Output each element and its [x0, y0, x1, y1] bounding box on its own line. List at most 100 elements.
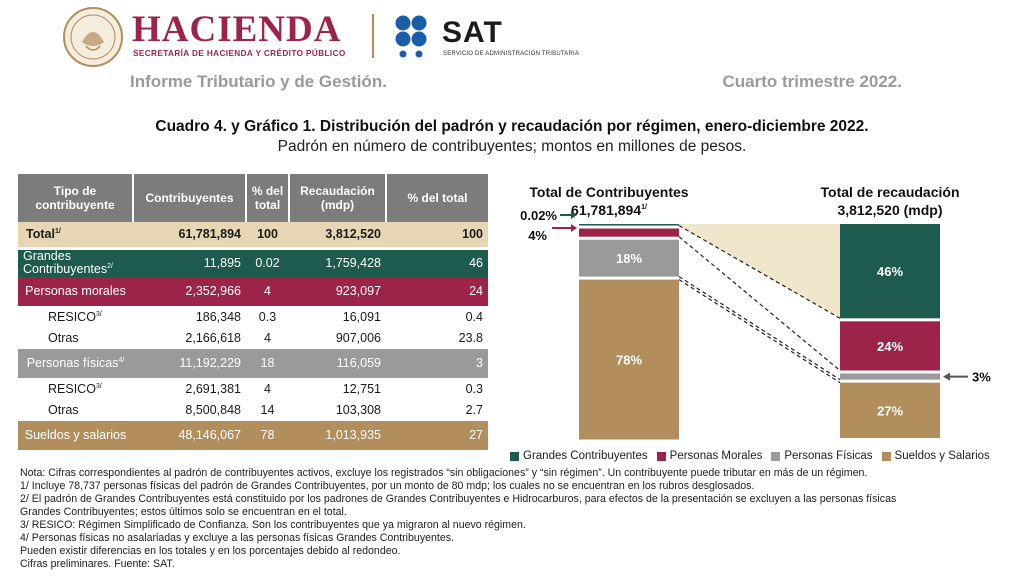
hacienda-logo-subtitle: SECRETARÍA DE HACIENDA Y CRÉDITO PÚBLICO [133, 49, 346, 58]
row-contribuyentes: 186,348 [195, 309, 241, 324]
row-pct-contribuyentes: 4 [264, 331, 271, 346]
header-pct-recaudacion: % del total [386, 174, 488, 222]
row-pct-contribuyentes: 18 [246, 349, 289, 378]
chart-segment-labels: 18% 78% 46% 24% 27% [616, 251, 903, 418]
bar-1-grandes-contribuyentes [840, 224, 940, 319]
legend-label: Personas Físicas [784, 450, 873, 462]
table-row-sueldos: Sueldos y salarios 48,146,067 78 1,013,9… [18, 421, 488, 450]
row-pct-recaudacion: 23.8 [458, 331, 483, 346]
row-pct-contribuyentes: 4 [264, 381, 271, 396]
row-label: Grandes Contribuyentes2/ [18, 248, 133, 277]
row-label: Personas físicas4/ [18, 349, 133, 378]
row-pct-recaudacion: 0.4 [465, 309, 483, 324]
note-rounding: Pueden existir diferencias en los totale… [20, 545, 401, 557]
sat-logo-subtitle: SERVICIO DE ADMINISTRACIÓN TRIBUTARIA [443, 51, 580, 57]
segment-label: 18% [616, 251, 642, 266]
row-pct-recaudacion: 100 [386, 222, 488, 250]
note-source: Cifras preliminares. Fuente: SAT. [20, 558, 175, 570]
table-row-fisicas-resico: RESICO3/ 2,691,381 4 12,751 0.3 [18, 378, 488, 400]
header-tipo: Tipo de contribuyente [18, 174, 134, 222]
table-row-total: Total1/ 61,781,894 100 3,812,520 100 [18, 222, 488, 250]
hacienda-logo-text: HACIENDA [132, 9, 342, 50]
row-pct-recaudacion: 0.3 [465, 381, 483, 396]
row-label: RESICO3/ [48, 309, 102, 324]
dashed-connector [678, 279, 841, 384]
category-sup: 1/ [641, 204, 647, 211]
table-row-fisicas-otras: Otras 8,500,848 14 103,308 2.7 [18, 400, 488, 422]
chart-bars [579, 224, 940, 440]
row-label: Otras [48, 331, 79, 346]
legend-label: Grandes Contribuyentes [523, 450, 648, 462]
row-pct-recaudacion: 2.7 [465, 403, 483, 418]
report-name: Informe Tributario y de Gestión. [130, 72, 387, 91]
distribution-table: Tipo de contribuyente Contribuyentes % d… [18, 174, 488, 450]
row-contribuyentes: 11,192,229 [133, 349, 246, 378]
table-row-grandes: Grandes Contribuyentes2/ 11,895 0.02 1,7… [18, 248, 488, 277]
legend-swatch [771, 451, 781, 461]
note-general: Nota: Cifras correspondientes al padrón … [20, 467, 868, 479]
callout-morales-contrib-arrow-head [571, 224, 577, 232]
note-3: 3/ RESICO: Régimen Simplificado de Confi… [20, 519, 526, 531]
row-label: Otras [48, 403, 79, 418]
bar-1-personas-físicas [840, 373, 940, 380]
table-row-fisicas: Personas físicas4/ 11,192,229 18 116,059… [18, 349, 488, 378]
row-contribuyentes: 11,895 [133, 248, 246, 277]
table-header-row: Tipo de contribuyente Contribuyentes % d… [18, 174, 488, 222]
row-contribuyentes: 2,691,381 [185, 381, 241, 396]
table-row-morales-otras: Otras 2,166,618 4 907,006 23.8 [18, 328, 488, 350]
row-recaudacion: 907,006 [335, 331, 381, 346]
row-label: RESICO3/ [48, 381, 102, 396]
segment-label: 24% [877, 339, 903, 354]
sat-logo-text: SAT [442, 16, 503, 49]
segment-label: 78% [616, 353, 642, 368]
bar-1-personas-morales [840, 321, 940, 371]
note-4: 4/ Personas físicas no asalariadas y exc… [20, 532, 454, 544]
note-2: 2/ El padrón de Grandes Contribuyentes e… [20, 493, 897, 505]
callout-grandes-contrib-arrow-head [571, 211, 577, 219]
category-title: Total de recaudación [821, 184, 960, 200]
row-recaudacion: 3,812,520 [289, 222, 386, 250]
row-label: Personas morales [18, 277, 133, 306]
dashed-connector [678, 224, 841, 319]
bar-0-personas-físicas [579, 239, 679, 277]
row-pct-contribuyentes: 4 [246, 277, 289, 306]
legend-label: Sueldos y Salarios [894, 450, 990, 462]
segment-label: 46% [877, 264, 903, 279]
row-pct-contribuyentes: 0.02 [246, 248, 289, 277]
row-pct-contribuyentes: 0.3 [258, 309, 277, 324]
report-period: Cuarto trimestre 2022. [722, 72, 902, 91]
legend-swatch [656, 451, 666, 461]
row-recaudacion: 116,059 [289, 349, 386, 378]
bar-0-sueldos-y-salarios [579, 279, 679, 440]
chart-connectors [678, 224, 841, 384]
row-pct-contribuyentes: 100 [246, 222, 289, 250]
page-title: Cuadro 4. y Gráfico 1. Distribución del … [155, 118, 869, 135]
legend-item: Sueldos y Salarios [881, 450, 990, 462]
row-contribuyentes: 8,500,848 [185, 403, 241, 418]
row-contribuyentes: 61,781,894 [133, 222, 246, 250]
note-1: 1/ Incluye 78,737 personas físicas del p… [20, 480, 755, 492]
callout-grandes-contrib-text: 0.02% [520, 208, 557, 223]
page-subtitle: Padrón en número de contribuyentes; mont… [277, 138, 747, 155]
legend-item: Personas Morales [656, 450, 762, 462]
header-contribuyentes: Contribuyentes [133, 174, 247, 222]
table-row-morales-resico: RESICO3/ 186,348 0.3 16,091 0.4 [18, 306, 488, 328]
row-recaudacion: 16,091 [342, 309, 381, 324]
mexico-seal-logo [63, 7, 123, 67]
legend-item: Grandes Contribuyentes [510, 450, 648, 462]
legend-item: Personas Físicas [771, 450, 873, 462]
row-recaudacion: 12,751 [342, 381, 381, 396]
footnotes: Nota: Cifras correspondientes al padrón … [20, 467, 1015, 571]
chart-callouts: 0.02% 4% 3% [520, 208, 991, 385]
grandes-connector-area [679, 224, 840, 319]
chart-legend: Grandes Contribuyentes Personas Morales Pe… [510, 450, 999, 462]
bar-0-personas-morales [579, 228, 679, 237]
table-row-morales: Personas morales 2,352,966 4 923,097 24 [18, 277, 488, 306]
callout-fisicas-arrow-head [943, 372, 950, 381]
row-contribuyentes: 2,166,618 [185, 331, 241, 346]
row-contribuyentes: 48,146,067 [133, 421, 246, 450]
row-pct-recaudacion: 46 [386, 248, 488, 277]
dashed-connector [678, 276, 841, 381]
row-label: Sueldos y salarios [18, 421, 133, 450]
header-recaudacion: Recaudación (mdp) [289, 174, 387, 222]
